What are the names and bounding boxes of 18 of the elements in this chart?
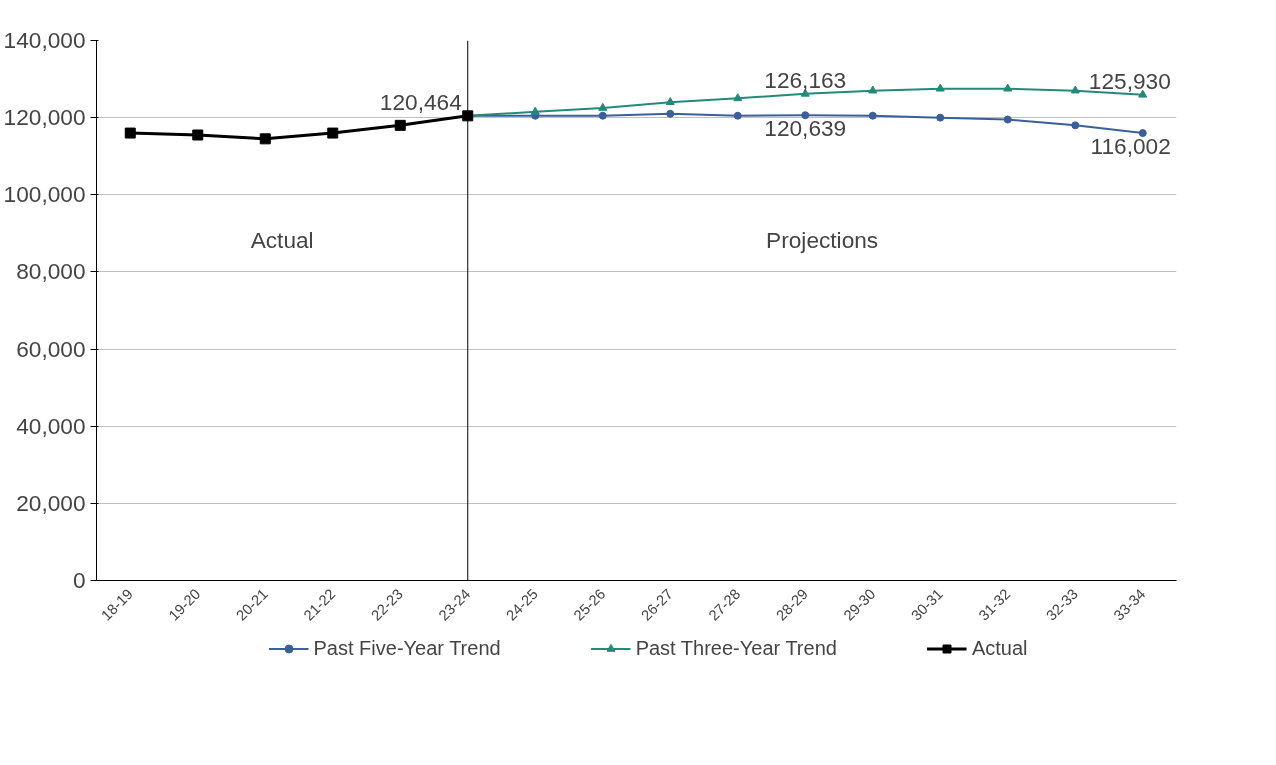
y-tick-label: 140,000 bbox=[3, 27, 86, 53]
y-tick-label: 120,000 bbox=[3, 104, 86, 131]
legend-label: Past Three-Year Trend bbox=[635, 636, 837, 660]
data-label: 125,930 bbox=[1088, 67, 1171, 94]
annotation: Projections bbox=[766, 227, 879, 254]
y-tick-label: 60,000 bbox=[16, 335, 86, 362]
y-tick-label: 80,000 bbox=[16, 258, 86, 285]
y-tick-label: 40,000 bbox=[16, 412, 86, 439]
y-tick-label: 100,000 bbox=[3, 181, 86, 208]
legend-label: Past Five-Year Trend bbox=[313, 636, 501, 660]
data-label: 120,464 bbox=[379, 88, 462, 115]
legend-label: Actual bbox=[971, 636, 1028, 660]
data-label: 116,002 bbox=[1090, 133, 1171, 160]
annotation: Actual bbox=[250, 227, 314, 254]
data-label: 120,639 bbox=[764, 115, 847, 142]
y-tick-label: 20,000 bbox=[16, 489, 86, 516]
y-tick-label: 0 bbox=[72, 567, 86, 593]
data-label: 126,163 bbox=[764, 66, 847, 93]
